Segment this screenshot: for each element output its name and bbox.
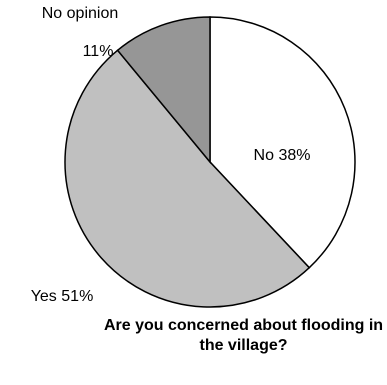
category-label: Yes xyxy=(31,288,57,305)
pie-slice xyxy=(64,49,311,308)
category-label: No opinion xyxy=(42,5,119,22)
chart: No 38% Yes 51% No opinion 11% xyxy=(31,5,356,308)
category-label: No xyxy=(254,147,275,164)
slice-label: Yes 51% xyxy=(31,288,94,305)
slice-label: No 38% xyxy=(254,147,311,164)
value-label: 11% xyxy=(83,43,114,60)
pie-slice xyxy=(209,16,356,269)
value-label: 38% xyxy=(278,147,310,164)
value-label: 51% xyxy=(61,288,93,305)
chart-title: Are you concerned about flooding in the … xyxy=(103,317,384,354)
pie-slice xyxy=(116,16,211,165)
